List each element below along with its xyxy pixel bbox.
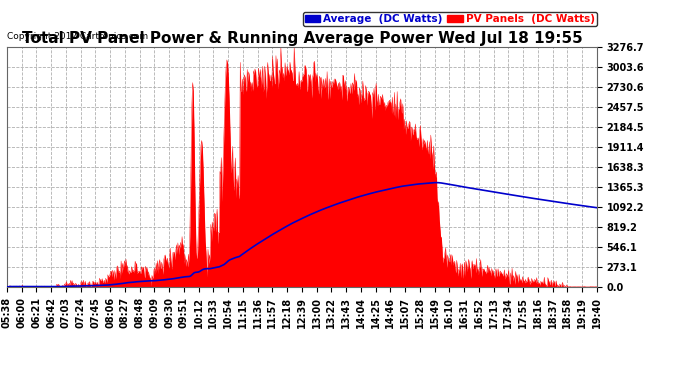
Legend: Average  (DC Watts), PV Panels  (DC Watts): Average (DC Watts), PV Panels (DC Watts) (303, 12, 597, 26)
Text: Copyright 2012 Cartronics.com: Copyright 2012 Cartronics.com (7, 32, 148, 41)
Title: Total PV Panel Power & Running Average Power Wed Jul 18 19:55: Total PV Panel Power & Running Average P… (21, 31, 582, 46)
